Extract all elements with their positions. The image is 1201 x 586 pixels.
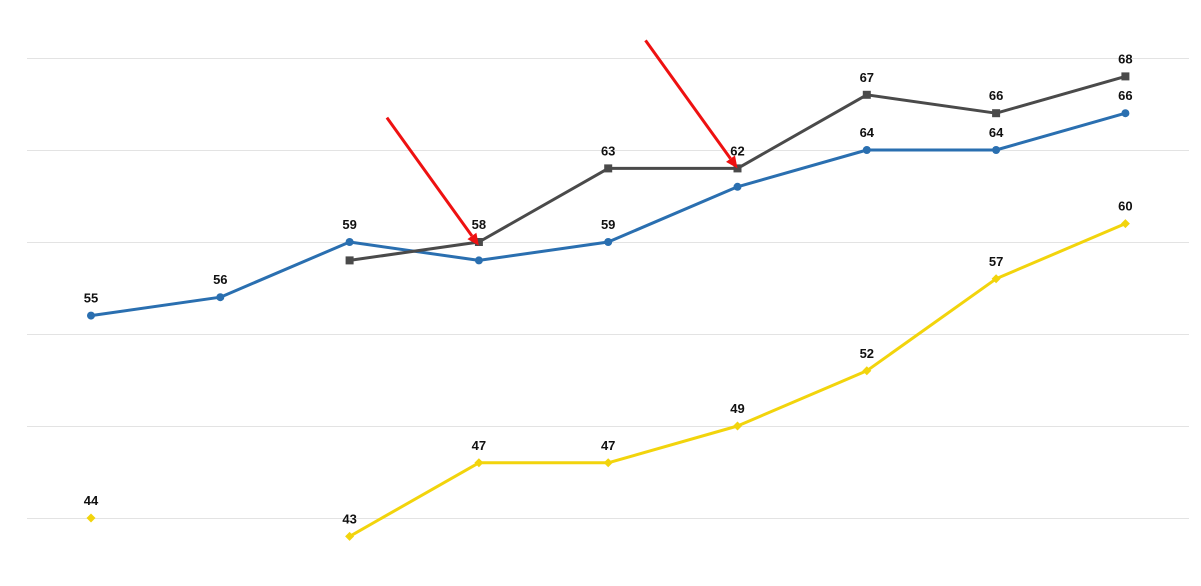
data-label: 63 xyxy=(601,143,615,158)
data-label: 59 xyxy=(601,217,615,232)
series-2-point xyxy=(862,90,871,99)
series-1-point xyxy=(345,238,354,246)
data-label: 56 xyxy=(213,272,227,287)
data-label: 47 xyxy=(601,438,615,453)
series-3-point xyxy=(345,531,355,541)
series-2-point xyxy=(604,164,613,173)
data-label: 43 xyxy=(342,511,356,526)
data-label: 66 xyxy=(989,88,1003,103)
data-label: 62 xyxy=(730,143,744,158)
series-3-point xyxy=(733,421,742,431)
data-label: 60 xyxy=(1118,199,1132,214)
series-1-point xyxy=(992,146,1001,154)
series-3-point xyxy=(1120,219,1130,229)
data-label: 57 xyxy=(989,254,1003,269)
annotation-arrowhead xyxy=(726,155,738,169)
data-labels: 55 56 59 59 64 64 66 58 63 62 67 66 68 44 43 47 47 49 52 57… xyxy=(84,51,1133,526)
series-1-point xyxy=(216,293,225,302)
series-3-point xyxy=(603,458,613,468)
series-3-point xyxy=(474,458,484,468)
data-label: 66 xyxy=(1118,88,1132,103)
series-2-point xyxy=(1121,72,1130,81)
series-3-point xyxy=(862,366,872,376)
data-label: 52 xyxy=(860,346,874,361)
series-markers xyxy=(86,72,1130,541)
data-label: 49 xyxy=(730,401,744,416)
series-3-point xyxy=(86,513,96,523)
series-3-point xyxy=(991,274,1001,284)
gridlines xyxy=(27,58,1189,519)
series-3-line xyxy=(348,222,1126,538)
data-label: 64 xyxy=(989,125,1004,140)
series-1-point xyxy=(474,256,483,265)
annotations xyxy=(385,39,738,246)
data-label: 64 xyxy=(860,125,875,140)
data-label: 58 xyxy=(472,217,486,232)
data-label: 59 xyxy=(342,217,356,232)
series-1-point xyxy=(733,182,742,191)
annotation-arrowhead xyxy=(467,232,479,246)
annotation-arrow xyxy=(644,39,732,160)
data-label: 44 xyxy=(84,493,99,508)
data-label: 67 xyxy=(860,70,874,85)
data-label: 47 xyxy=(472,438,486,453)
series-2-point xyxy=(474,238,483,246)
series-1-point xyxy=(1121,109,1130,118)
series-1-point xyxy=(604,238,613,246)
series-1-point xyxy=(87,311,95,320)
series-2-point xyxy=(345,256,354,265)
series-2-point xyxy=(992,109,1001,118)
data-label: 55 xyxy=(84,291,98,306)
data-label: 68 xyxy=(1118,51,1132,66)
series-1-point xyxy=(862,146,871,154)
annotation-arrow xyxy=(385,116,474,237)
